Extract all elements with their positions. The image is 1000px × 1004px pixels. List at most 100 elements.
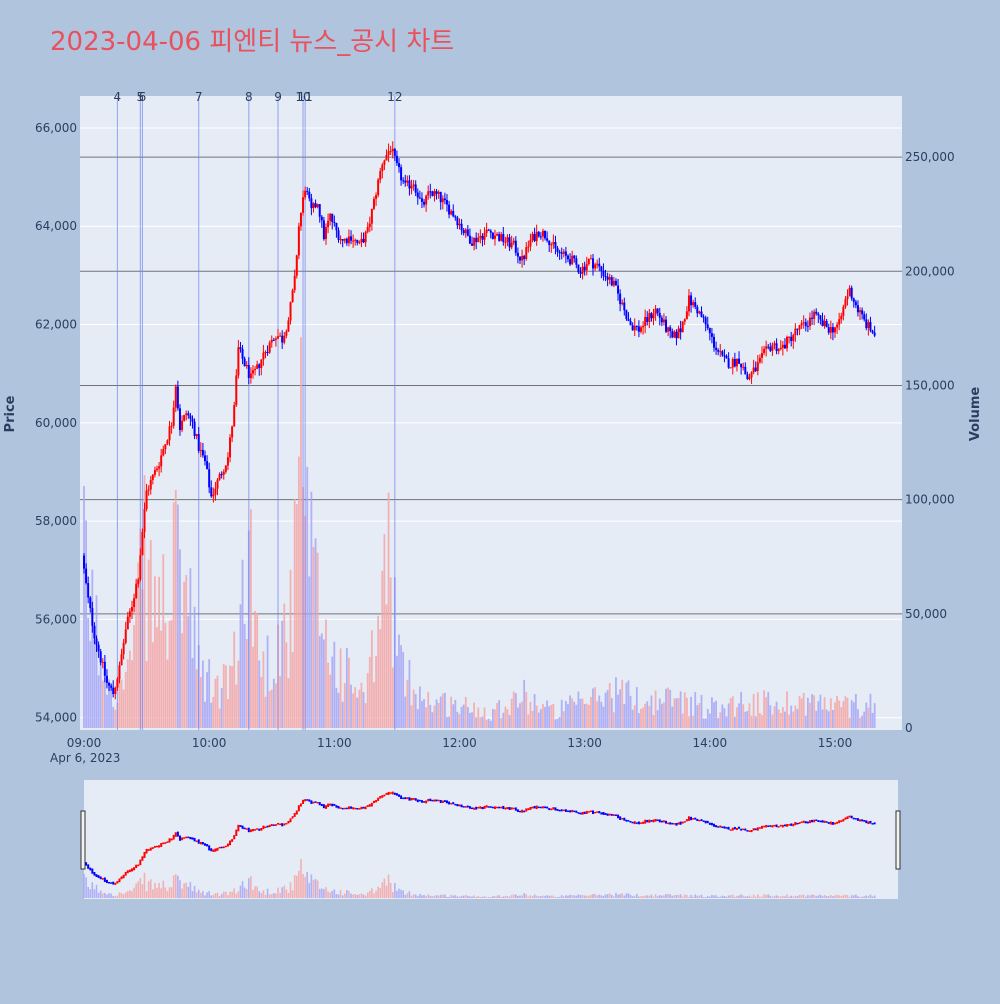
range-slider-volume-bar <box>258 891 261 898</box>
volume-bar <box>759 713 761 728</box>
candle <box>592 253 595 276</box>
volume-bar <box>191 658 194 728</box>
range-slider-volume-bar <box>343 893 346 898</box>
volume-reference-lines <box>80 156 902 615</box>
volume-bar <box>266 635 269 728</box>
candle <box>777 348 780 355</box>
range-slider-volume-bar <box>435 895 438 898</box>
volume-bar <box>521 701 523 728</box>
candle <box>126 611 129 630</box>
candle <box>222 469 225 480</box>
candle <box>237 339 240 379</box>
volume-bar <box>638 713 640 728</box>
candle <box>468 228 471 245</box>
range-slider-volume-bar <box>740 894 742 898</box>
volume-bar <box>224 665 227 728</box>
candle <box>466 225 469 237</box>
volume-bar <box>93 639 96 728</box>
range-slider-right-handle[interactable] <box>895 810 901 870</box>
volume-bar <box>504 706 507 728</box>
candle <box>485 222 488 237</box>
volume-bar <box>260 676 263 728</box>
range-slider-volume-bar <box>141 884 144 898</box>
range-slider-volume-bar <box>250 876 252 898</box>
volume-bar <box>143 475 146 728</box>
range-slider-volume-bar <box>861 896 863 898</box>
volume-bar <box>650 695 653 728</box>
range-slider-volume-bar <box>310 874 313 898</box>
range-slider-volume-bar <box>585 895 588 898</box>
volume-bar <box>364 703 367 728</box>
candle <box>304 186 307 200</box>
volume-bar <box>329 674 332 728</box>
volume-bar <box>869 693 872 728</box>
volume-bar <box>698 703 701 728</box>
candle <box>694 297 697 310</box>
range-slider-volume-bar <box>404 894 407 898</box>
candle <box>289 301 292 325</box>
candle <box>652 308 655 326</box>
candle <box>681 320 684 333</box>
candle <box>216 478 219 496</box>
candle <box>537 230 540 238</box>
range-slider-volume-bar <box>437 895 440 898</box>
candle <box>838 312 841 331</box>
volume-bar <box>706 708 709 728</box>
range-slider-volume-bar <box>358 894 361 898</box>
candle <box>251 365 254 379</box>
volume-bar <box>606 690 609 728</box>
candle <box>360 232 363 248</box>
candle <box>479 229 482 244</box>
candle <box>83 553 85 574</box>
candle <box>523 254 526 266</box>
volume-bar <box>848 717 851 728</box>
range-slider-volume-bar <box>636 893 638 898</box>
range-slider-volume-bar <box>784 896 786 898</box>
volume-bar <box>617 694 619 728</box>
range-slider-volume-bar <box>377 886 379 898</box>
volume-bar <box>151 642 154 728</box>
candle <box>402 177 405 185</box>
range-slider-volume-bar <box>692 896 694 898</box>
range-slider-volume-bar <box>147 881 150 898</box>
volume-bar <box>479 717 482 728</box>
candle <box>867 319 870 336</box>
candle <box>683 318 686 325</box>
volume-bar <box>373 682 375 728</box>
volume-bar <box>358 689 361 728</box>
candle <box>226 452 229 471</box>
candle <box>633 318 636 337</box>
volume-bar <box>740 691 743 728</box>
volume-bar <box>771 714 774 728</box>
range-slider-volume-bar <box>354 893 356 898</box>
range-slider-volume <box>83 858 876 898</box>
range-slider-background[interactable] <box>84 780 898 899</box>
volume-bar <box>512 691 515 728</box>
volume-bar <box>466 707 469 728</box>
candle <box>723 349 726 363</box>
volume-bar <box>625 682 628 728</box>
candle <box>719 344 722 357</box>
candle <box>322 216 325 241</box>
candle <box>199 442 202 458</box>
volume-bar <box>713 702 715 728</box>
range-slider-volume-bar <box>563 896 565 898</box>
volume-bar <box>437 702 440 728</box>
candle <box>729 367 732 369</box>
range-slider-volume-bar <box>867 895 870 898</box>
volume-bar <box>456 711 459 728</box>
range-slider-volume-bar <box>506 896 509 898</box>
candle <box>606 272 609 287</box>
range-slider-left-handle[interactable] <box>80 810 86 870</box>
volume-bar <box>300 337 302 728</box>
range-slider-volume-bar <box>216 892 219 898</box>
range-slider-volume-bar <box>183 883 185 898</box>
range-slider-volume-bar <box>473 895 475 898</box>
candle <box>735 358 738 372</box>
range-slider-volume-bar <box>623 895 626 898</box>
volume-bar <box>185 574 188 728</box>
range-slider[interactable] <box>80 780 901 899</box>
volume-bar <box>212 696 215 728</box>
main-plot-area[interactable] <box>80 96 902 730</box>
